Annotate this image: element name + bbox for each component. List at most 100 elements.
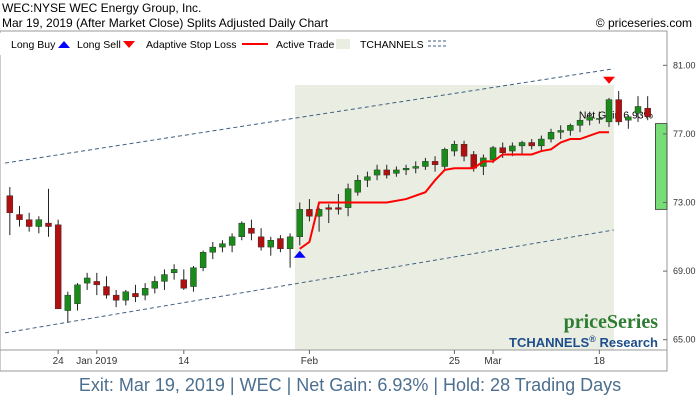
- y-axis: 65.00 69.00 73.00 77.00 81.00: [663, 60, 696, 345]
- candle-down: [528, 142, 535, 147]
- y-tick-label: 65.00: [673, 335, 696, 345]
- legend-adaptive-stop: Adaptive Stop Loss: [146, 39, 236, 51]
- candle-up: [199, 252, 207, 268]
- candle-up: [605, 99, 613, 123]
- candle-down: [644, 107, 651, 117]
- chart-subtitle: Mar 19, 2019 (After Market Close) Splits…: [2, 16, 329, 30]
- long-buy-icon: [58, 41, 70, 48]
- candle-down: [103, 286, 110, 296]
- y-tick-label: 77.00: [673, 129, 696, 139]
- candle-up: [228, 236, 236, 246]
- candle-up: [161, 274, 168, 282]
- candle-down: [306, 209, 313, 217]
- candle-down: [112, 294, 120, 301]
- candle-down: [248, 228, 255, 234]
- footer-summary: Exit: Mar 19, 2019 | WEC | Net Gain: 6.9…: [78, 375, 622, 395]
- candle-up: [35, 219, 43, 227]
- candle-down: [6, 195, 14, 213]
- candle-up: [538, 138, 545, 147]
- candle-down: [431, 161, 439, 165]
- y-tick-label: 81.00: [673, 60, 696, 70]
- candle-up: [83, 277, 91, 284]
- y-tick-label: 73.00: [673, 198, 696, 208]
- candle-up: [267, 240, 274, 248]
- candle-down: [25, 219, 33, 227]
- legend-long-sell: Long Sell: [77, 39, 121, 51]
- legend-tchannels: TCHANNELS: [360, 39, 424, 51]
- candle-up: [286, 236, 294, 250]
- candlestick-chart: Net Gain 6.93% 65.0069.0073.0077.0081.00…: [0, 30, 696, 372]
- y-tick-label: 69.00: [673, 266, 696, 276]
- legend-long-buy: Long Buy: [11, 39, 56, 51]
- candle-up: [209, 246, 216, 253]
- candle-up: [354, 180, 361, 193]
- candle-up: [547, 131, 555, 140]
- copyright-text: © priceseries.com: [595, 16, 692, 30]
- legend: Long Buy Long Sell Adaptive Stop Loss Ac…: [0, 33, 450, 55]
- candle-down: [132, 293, 139, 298]
- long-sell-icon: [123, 41, 135, 48]
- candle-up: [625, 116, 632, 121]
- candle-up: [412, 166, 419, 169]
- net-gain-box: [655, 123, 668, 210]
- channel-lower-line: [4, 229, 614, 334]
- candle-up: [122, 291, 129, 301]
- x-tick-label: 14: [178, 356, 190, 367]
- candle-up: [74, 284, 81, 304]
- candle-up: [489, 147, 497, 160]
- candle-down: [615, 99, 622, 123]
- candle-up: [422, 161, 429, 167]
- candle-up: [344, 188, 352, 208]
- chart-title: WEC:NYSE WEC Energy Group, Inc.: [2, 1, 202, 15]
- candle-up: [634, 106, 642, 114]
- candle-up: [596, 118, 603, 120]
- x-tick-label: Mar: [484, 356, 502, 367]
- candle-up: [393, 169, 400, 174]
- candle-down: [277, 238, 284, 250]
- candle-up: [219, 243, 226, 248]
- candle-up: [451, 143, 458, 152]
- candle-down: [257, 236, 265, 248]
- candle-up: [364, 176, 371, 181]
- logo-product: TCHANNELS® Research: [509, 334, 658, 350]
- candle-down: [93, 281, 101, 286]
- candle-down: [180, 279, 187, 289]
- candle-up: [441, 149, 448, 167]
- x-tick-label: 18: [594, 356, 606, 367]
- long-sell-arrow-icon: [603, 76, 616, 84]
- x-axis: 24 Jan 2019 14 Feb 25 Mar 18: [0, 349, 667, 367]
- x-tick-label: 24: [53, 356, 65, 367]
- legend-background: [0, 33, 450, 55]
- candle-down: [16, 214, 23, 220]
- active-trade-swatch: [336, 39, 350, 49]
- candle-up: [576, 119, 584, 126]
- candle-up: [567, 125, 574, 131]
- candle-down: [54, 224, 62, 310]
- legend-active-trade: Active Trade: [276, 39, 335, 51]
- candle-up: [518, 142, 526, 147]
- candle-down: [335, 207, 342, 210]
- candle-up: [151, 281, 158, 289]
- candle-up: [64, 294, 72, 311]
- x-tick-label: 25: [449, 356, 461, 367]
- logo: priceSeries TCHANNELS® Research: [509, 311, 658, 350]
- adaptive-stop-loss-line: [299, 131, 610, 250]
- candle-up: [373, 169, 381, 176]
- candle-down: [499, 147, 506, 153]
- candle-up: [238, 222, 245, 238]
- x-tick-label: Jan 2019: [76, 356, 118, 367]
- candle-up: [509, 145, 516, 152]
- candle-up: [170, 269, 178, 274]
- candle-up: [190, 267, 197, 287]
- candle-down: [460, 143, 468, 157]
- candle-up: [296, 209, 303, 238]
- candle-up: [557, 130, 564, 133]
- channel-upper-line: [4, 68, 614, 164]
- candle-down: [383, 169, 390, 176]
- x-tick-label: Feb: [301, 356, 319, 367]
- candle-down: [325, 207, 332, 210]
- candle-up: [402, 168, 410, 171]
- candle-down: [45, 222, 52, 227]
- logo-brand: priceSeries: [564, 311, 659, 333]
- candle-up: [141, 288, 149, 296]
